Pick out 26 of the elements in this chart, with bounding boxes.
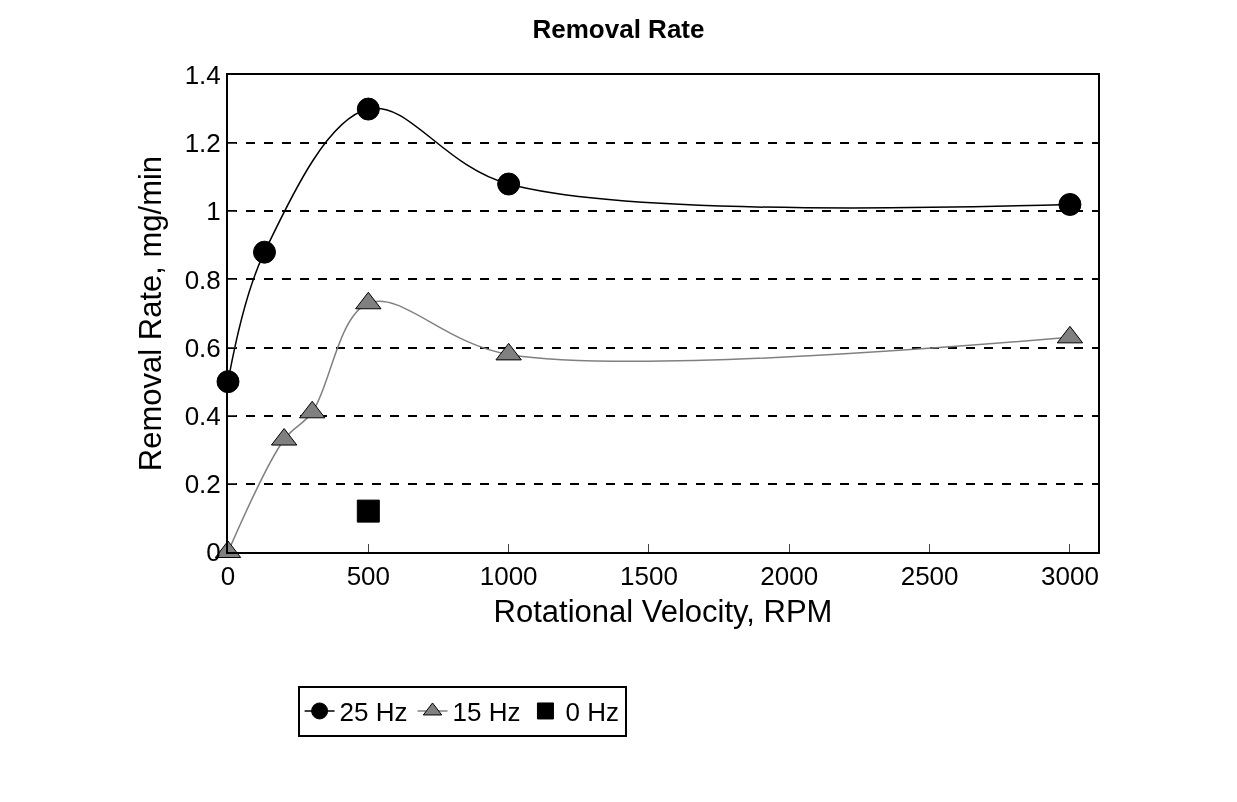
legend-label: 0 Hz [565,697,619,728]
x-axis-title: Rotational Velocity, RPM [493,593,833,629]
y-tick-label: 1.2 [184,128,221,159]
y-tick-label: 0.2 [184,468,221,499]
y-tick-label: 1.4 [184,60,221,91]
x-tick-label: 500 [346,561,391,592]
point [356,97,380,121]
x-tick-label: 1000 [479,561,538,592]
legend-label: 25 Hz [339,697,408,728]
y-axis-title: Removal Rate, mg/min [132,155,168,472]
point [495,342,522,361]
point [1058,192,1082,216]
x-tick-label: 2500 [900,561,959,592]
y-tick-label: 0.6 [184,332,221,363]
y-tick-label: 1 [206,196,221,227]
y-tick-label: 0 [206,537,221,568]
x-tick-label: 3000 [1041,561,1099,592]
legend-label: 15 Hz [452,697,521,728]
y-tick-label: 0.4 [184,400,221,431]
point [355,291,382,310]
x-tick-label: 1500 [620,561,678,592]
chart-title: Removal Rate [532,14,705,45]
x-tick-label: 2000 [760,561,819,592]
point [497,172,521,196]
y-tick-label: 0.8 [184,264,221,295]
point [252,240,276,264]
